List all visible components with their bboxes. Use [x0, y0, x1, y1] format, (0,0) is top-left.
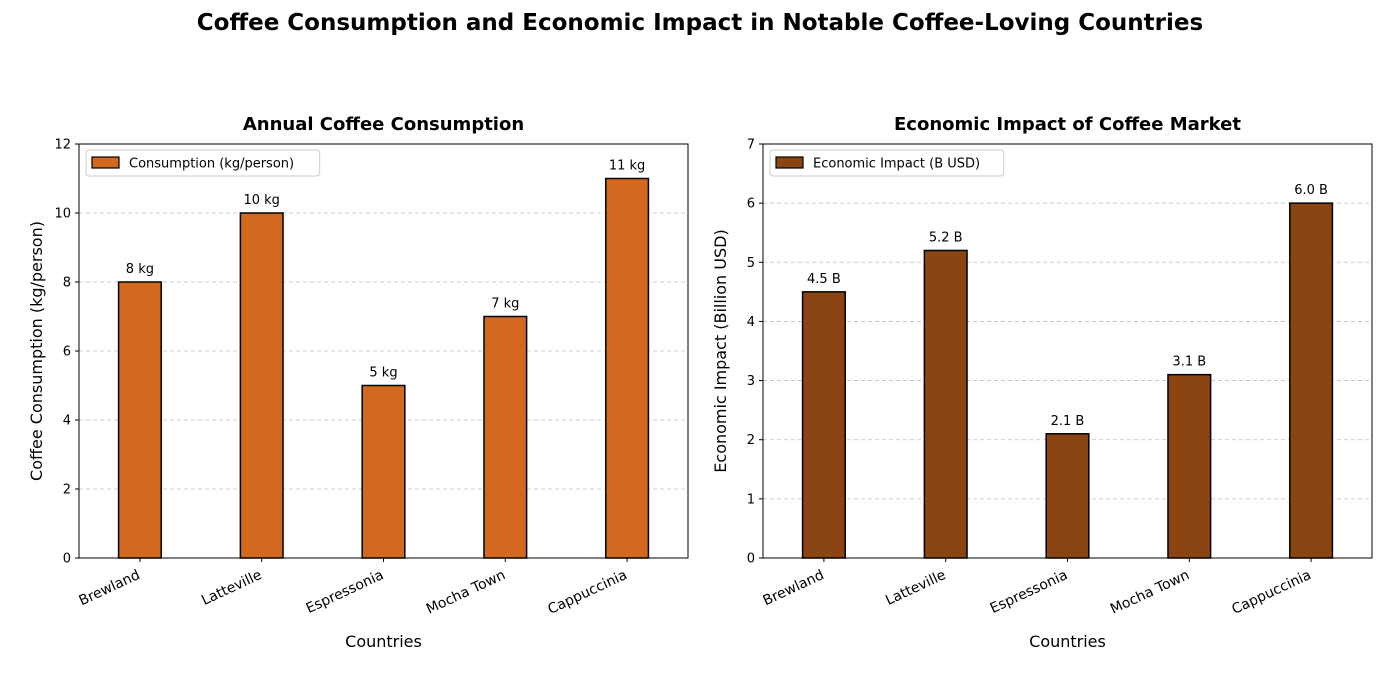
x-tick-label: Cappuccinia	[545, 567, 629, 618]
y-tick-label: 10	[54, 207, 71, 222]
bar	[361, 384, 406, 559]
legend-label: Economic Impact (B USD)	[813, 157, 980, 172]
bar-value-label: 4.5 B	[807, 272, 841, 287]
y-tick-label: 2	[63, 483, 71, 498]
bar	[117, 281, 162, 559]
bar-value-label: 3.1 B	[1172, 355, 1206, 370]
figure-title: Coffee Consumption and Economic Impact i…	[196, 10, 1204, 36]
x-tick-label: Latteville	[199, 567, 264, 609]
x-tick-label: Mocha Town	[1108, 567, 1192, 618]
bar	[923, 249, 968, 559]
y-axis-label: Coffee Consumption (kg/person)	[27, 221, 46, 481]
bar	[801, 291, 846, 559]
x-tick-label: Mocha Town	[424, 567, 508, 618]
axes-frame	[762, 143, 1373, 559]
y-tick-label: 4	[63, 414, 71, 429]
bar-value-label: 7 kg	[491, 297, 519, 312]
chart-panel-2: 0 1 2 3 4 5 6 7 4.5 B Brewland 5.2 B Latteville 2.1 …	[711, 114, 1373, 651]
bar-value-label: 10 kg	[243, 193, 279, 208]
y-tick-label: 8	[63, 276, 71, 291]
chart-title: Economic Impact of Coffee Market	[894, 114, 1241, 135]
legend-swatch	[775, 156, 804, 169]
legend-label: Consumption (kg/person)	[129, 157, 294, 172]
bar-value-label: 6.0 B	[1294, 183, 1328, 198]
chart-panel-1: 0 2 4 6 8 10 12 8 kg Brewland 10 kg Latteville 5 kg…	[27, 114, 689, 651]
bar-value-label: 5 kg	[369, 366, 397, 381]
y-tick-label: 3	[747, 374, 755, 389]
bar-value-label: 5.2 B	[929, 230, 963, 245]
bar	[1289, 202, 1334, 559]
bar-value-label: 2.1 B	[1051, 414, 1085, 429]
bar	[1045, 433, 1090, 559]
legend-box	[85, 149, 321, 177]
bar-value-label: 11 kg	[609, 159, 645, 174]
x-tick-label: Cappuccinia	[1229, 567, 1313, 618]
y-tick-label: 7	[747, 138, 755, 153]
x-tick-label: Espressonia	[988, 567, 1071, 617]
x-axis-label: Countries	[1029, 632, 1106, 651]
axes-frame	[78, 143, 689, 559]
x-tick-label: Brewland	[77, 567, 143, 609]
y-tick-label: 0	[747, 552, 755, 567]
bar	[1167, 373, 1212, 559]
y-tick-label: 12	[54, 138, 71, 153]
bar-value-label: 8 kg	[126, 262, 154, 277]
y-tick-label: 4	[747, 315, 755, 330]
y-tick-label: 0	[63, 552, 71, 567]
x-tick-label: Espressonia	[304, 567, 387, 617]
bar	[483, 315, 528, 559]
legend-box	[769, 149, 1005, 177]
y-tick-label: 1	[747, 492, 755, 507]
y-tick-label: 2	[747, 433, 755, 448]
y-tick-label: 6	[63, 345, 71, 360]
x-tick-label: Brewland	[761, 567, 827, 609]
x-axis-label: Countries	[345, 632, 422, 651]
bar	[239, 212, 284, 559]
y-axis-label: Economic Impact (Billion USD)	[711, 229, 730, 472]
legend-swatch	[91, 156, 120, 169]
x-tick-label: Latteville	[883, 567, 948, 609]
bar	[605, 177, 650, 559]
y-tick-label: 5	[747, 256, 755, 271]
chart-title: Annual Coffee Consumption	[243, 114, 524, 135]
y-tick-label: 6	[747, 197, 755, 212]
